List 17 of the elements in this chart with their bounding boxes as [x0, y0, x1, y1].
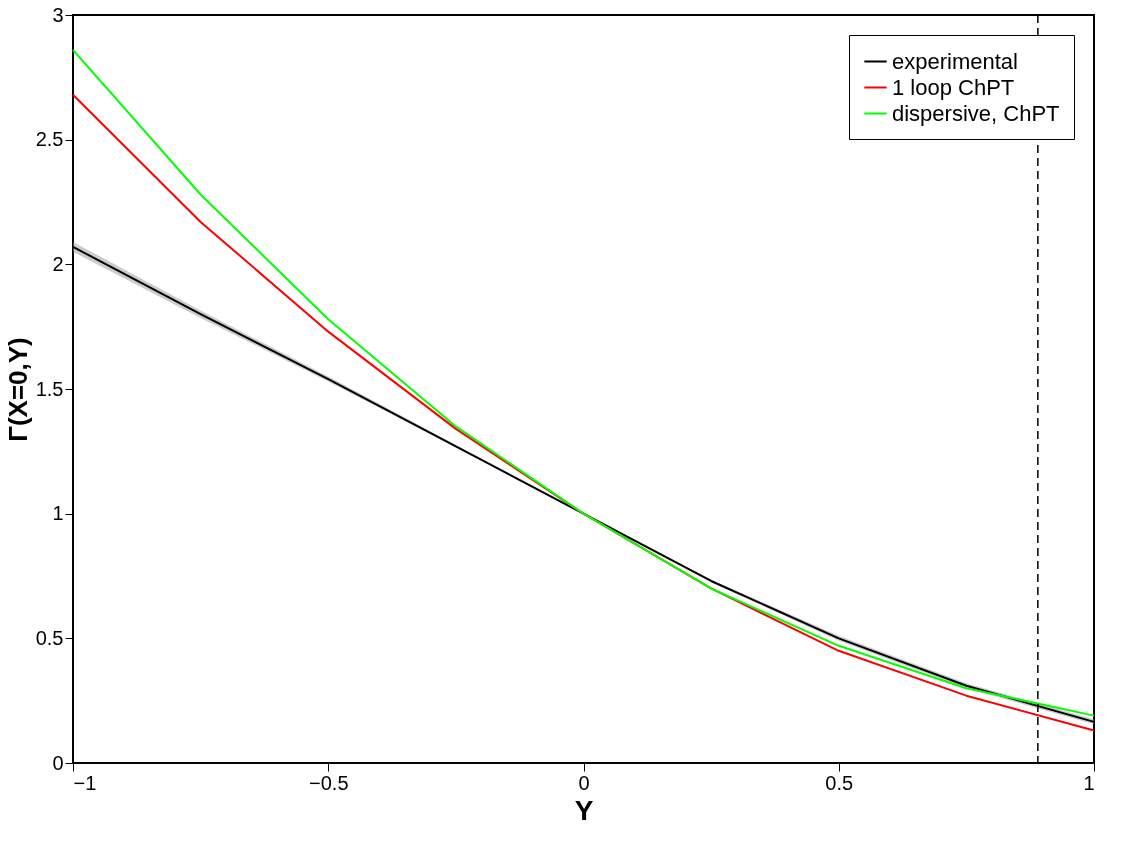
- x-tick-label: 1: [1083, 771, 1095, 794]
- legend-label: dispersive, ChPT: [892, 100, 1060, 126]
- x-tick-label: −0.5: [309, 771, 349, 794]
- y-tick-label: 0: [52, 751, 64, 774]
- y-tick-label: 1: [52, 502, 64, 525]
- x-tick-label: 0.5: [825, 771, 854, 794]
- y-tick-label: 1.5: [35, 377, 64, 400]
- y-tick-label: 2: [52, 252, 64, 275]
- y-tick-label: 2.5: [35, 128, 64, 151]
- legend-label: 1 loop ChPT: [892, 74, 1015, 100]
- y-tick-label: 0.5: [35, 626, 64, 649]
- y-axis-title: Γ(X=0,Y): [2, 337, 33, 442]
- x-tick-label: −1: [73, 771, 97, 794]
- x-tick-label: 0: [578, 771, 590, 794]
- y-tick-label: 3: [52, 3, 64, 26]
- x-axis-title: Y: [574, 794, 594, 826]
- legend-label: experimental: [892, 48, 1018, 74]
